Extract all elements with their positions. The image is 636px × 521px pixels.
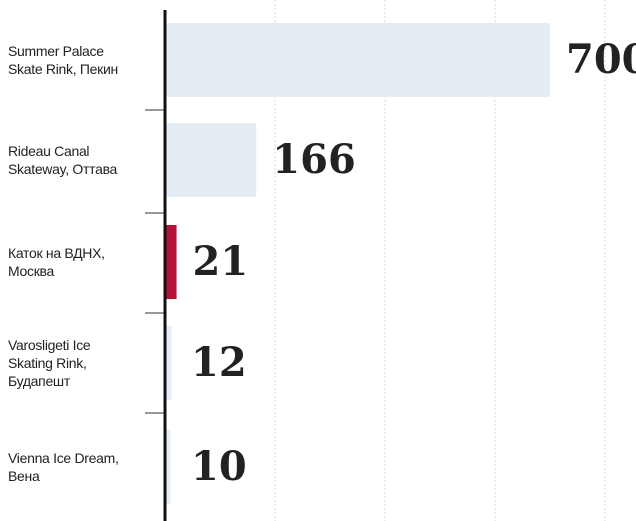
value-label: 21 [193,238,249,285]
category-label: Каток на ВДНХ, Москва [8,244,133,280]
value-label: 10 [191,443,247,490]
bar [165,225,177,299]
category-label: Varosligeti Ice Skating Rink, Будапешт [8,336,133,390]
value-label: 700 [566,36,636,83]
category-label: Summer Palace Skate Rink, Пекин [8,42,133,78]
category-label: Rideau Canal Skateway, Оттава [8,142,133,178]
category-label: Vienna Ice Dream, Вена [8,449,133,485]
bar [165,123,256,197]
row-separators [145,110,165,413]
value-label: 12 [191,339,247,386]
value-label: 166 [272,136,356,183]
chart: 700 166 21 12 10 Summer Palace Skate Rink, П… [0,0,636,521]
bar [165,23,550,97]
